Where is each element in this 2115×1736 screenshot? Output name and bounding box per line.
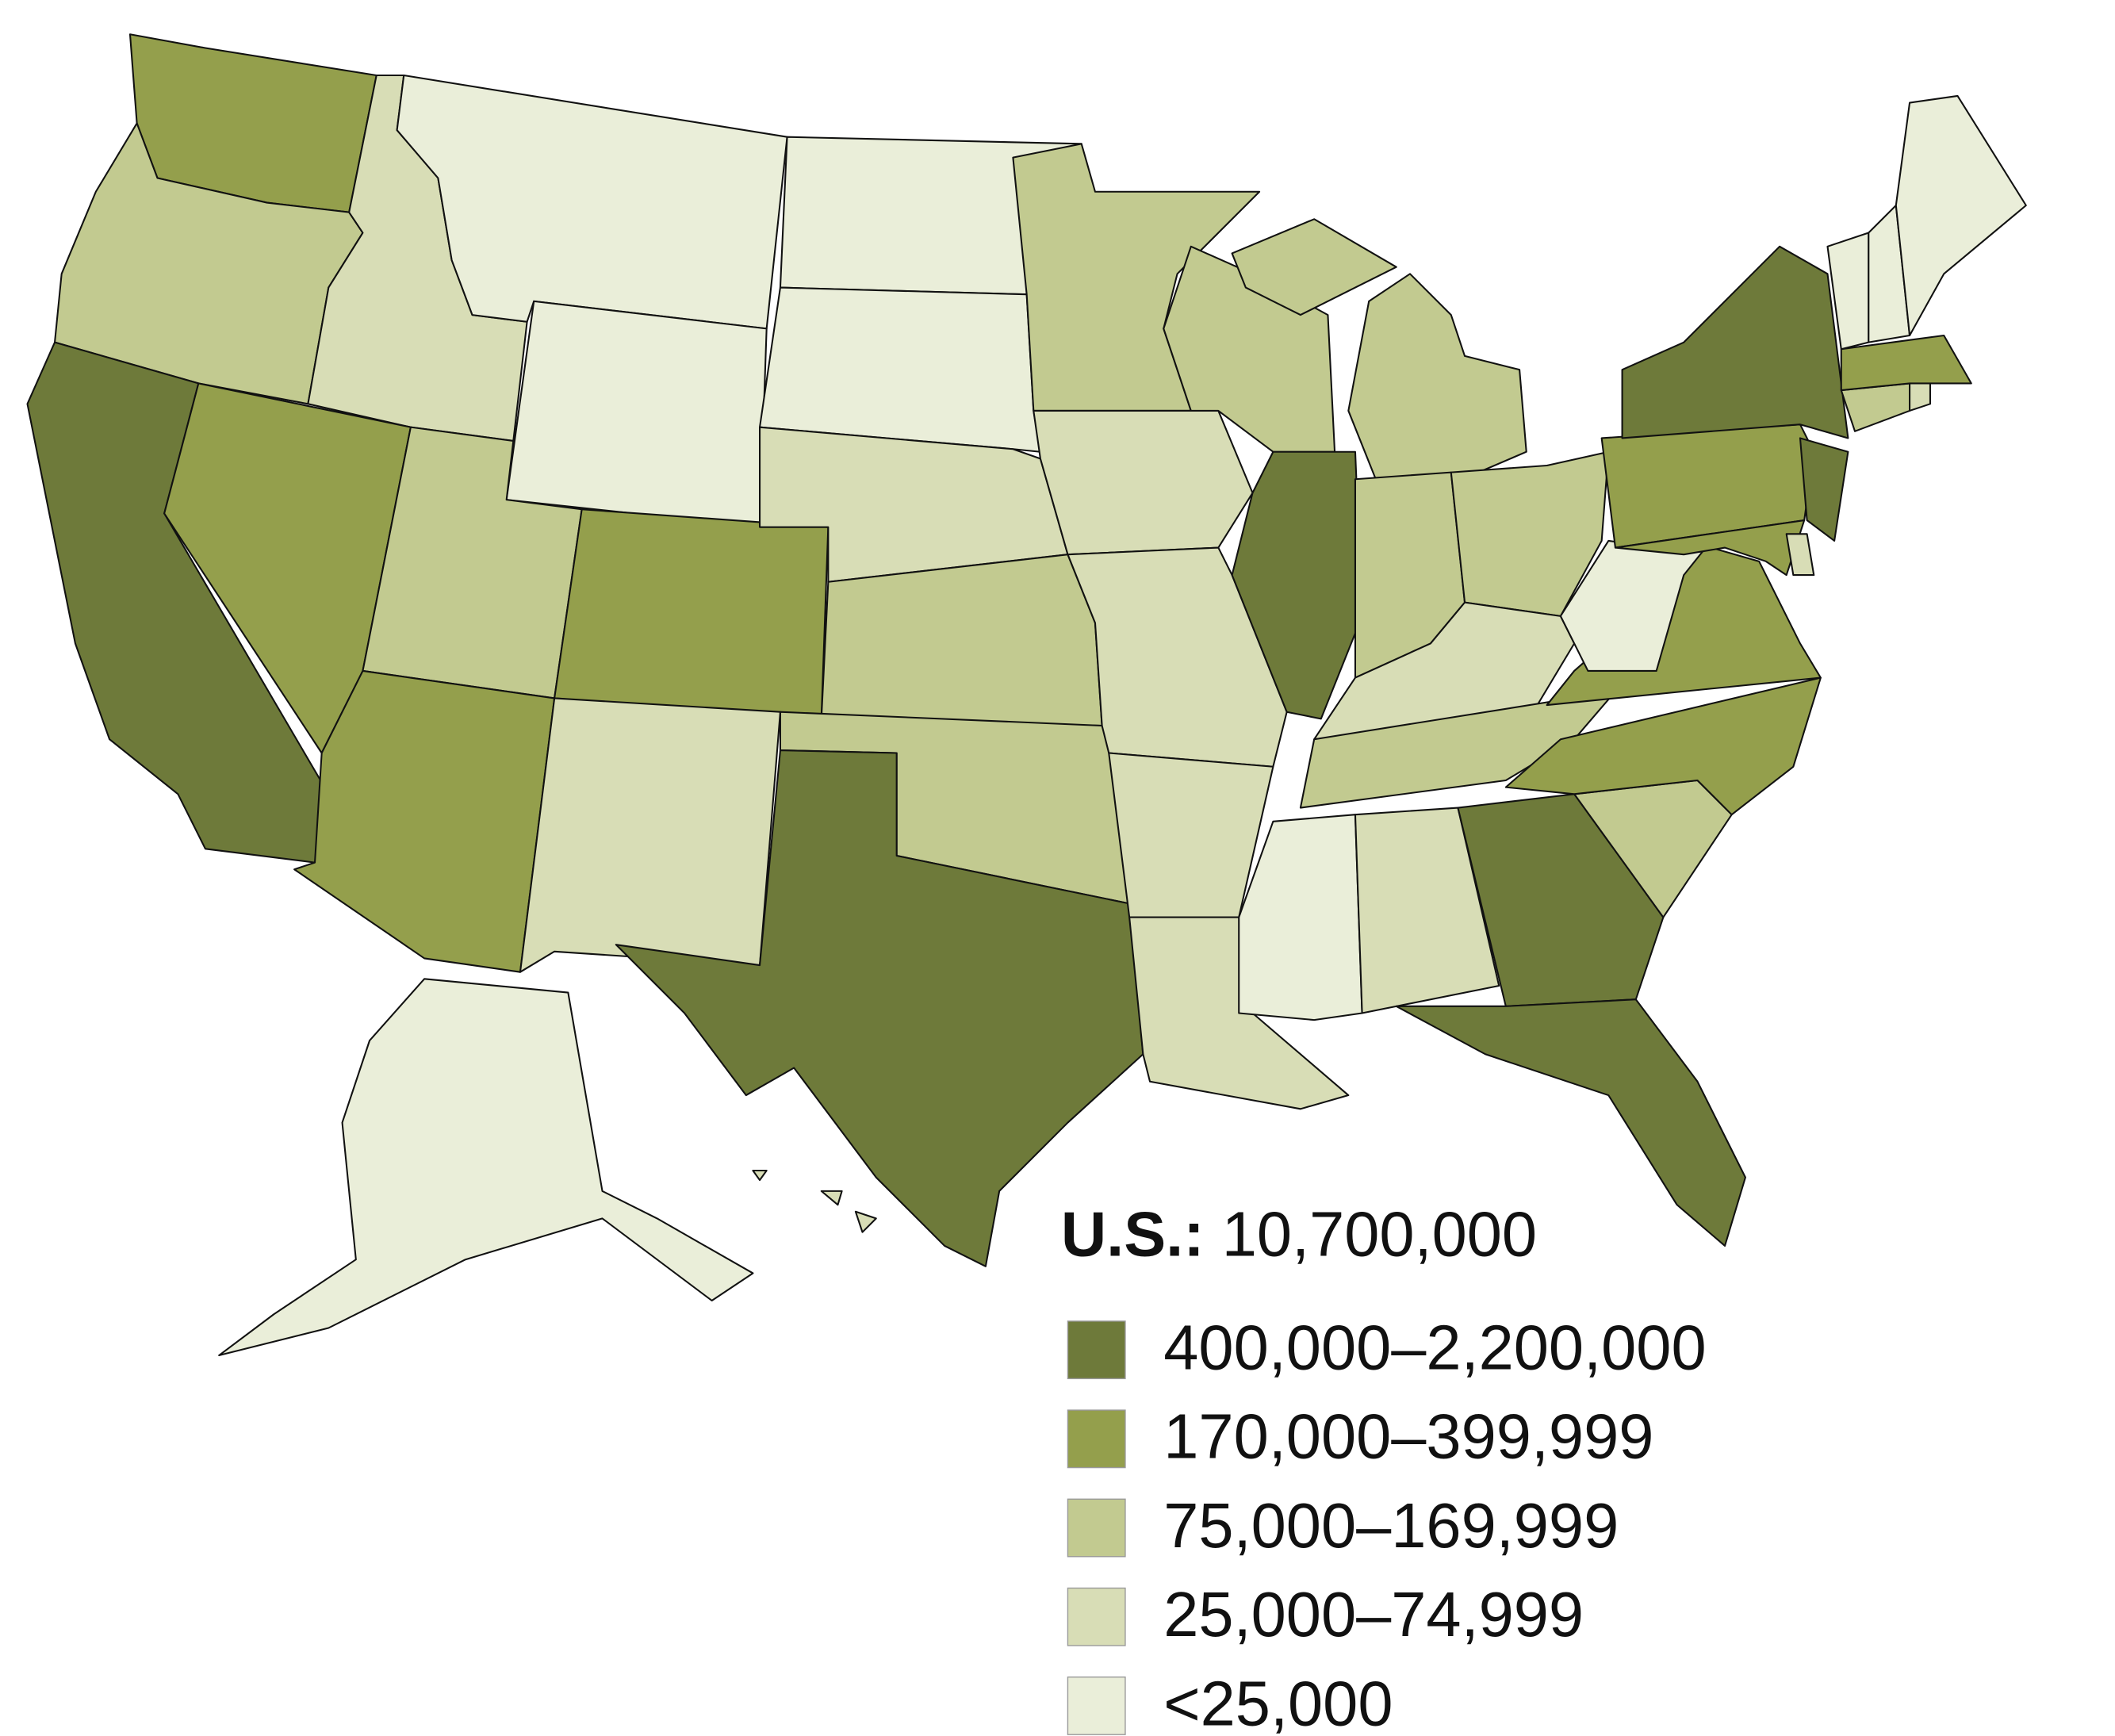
state	[54, 122, 364, 405]
legend-label: <25,000	[1163, 1668, 1393, 1736]
state	[1504, 676, 1822, 816]
legend-label: 170,000–399,999	[1163, 1401, 1653, 1472]
summary-label: U.S.:	[1061, 1198, 1205, 1269]
state	[1785, 533, 1815, 577]
state	[1033, 409, 1254, 556]
state	[1840, 382, 1911, 432]
legend-swatch	[1067, 1587, 1126, 1646]
legend-swatch	[1067, 1498, 1126, 1558]
state	[854, 1210, 877, 1233]
state	[1621, 245, 1849, 439]
state	[759, 286, 1041, 453]
legend-label: 75,000–169,999	[1163, 1490, 1619, 1561]
state	[519, 697, 781, 973]
legend-label: 400,000–2,200,000	[1163, 1313, 1706, 1383]
legend-swatch	[1067, 1409, 1126, 1469]
state	[1799, 437, 1849, 542]
state	[1840, 334, 1972, 392]
state	[218, 978, 754, 1357]
summary-value: 10,700,000	[1222, 1198, 1537, 1269]
legend-label: 25,000–74,999	[1163, 1579, 1584, 1650]
state	[1895, 94, 2027, 337]
summary: U.S.: 10,700,000	[1061, 1198, 1537, 1269]
legend-swatch	[1067, 1320, 1126, 1380]
legend: 400,000–2,200,000 170,000–399,999 75,000–1…	[1067, 1313, 1707, 1736]
state	[1354, 807, 1500, 1014]
state	[1012, 143, 1261, 412]
state	[820, 554, 1103, 727]
state	[554, 508, 830, 720]
legend-swatch	[1067, 1677, 1126, 1735]
states	[26, 33, 2027, 1357]
state	[615, 749, 1144, 1267]
state	[1238, 814, 1363, 1021]
state	[505, 300, 768, 528]
state	[1614, 519, 1806, 577]
state	[396, 74, 788, 330]
state	[1231, 218, 1397, 316]
state	[1395, 998, 1746, 1247]
state	[752, 1169, 768, 1182]
state	[1909, 382, 1931, 412]
state	[1347, 273, 1527, 481]
state	[820, 1190, 843, 1206]
